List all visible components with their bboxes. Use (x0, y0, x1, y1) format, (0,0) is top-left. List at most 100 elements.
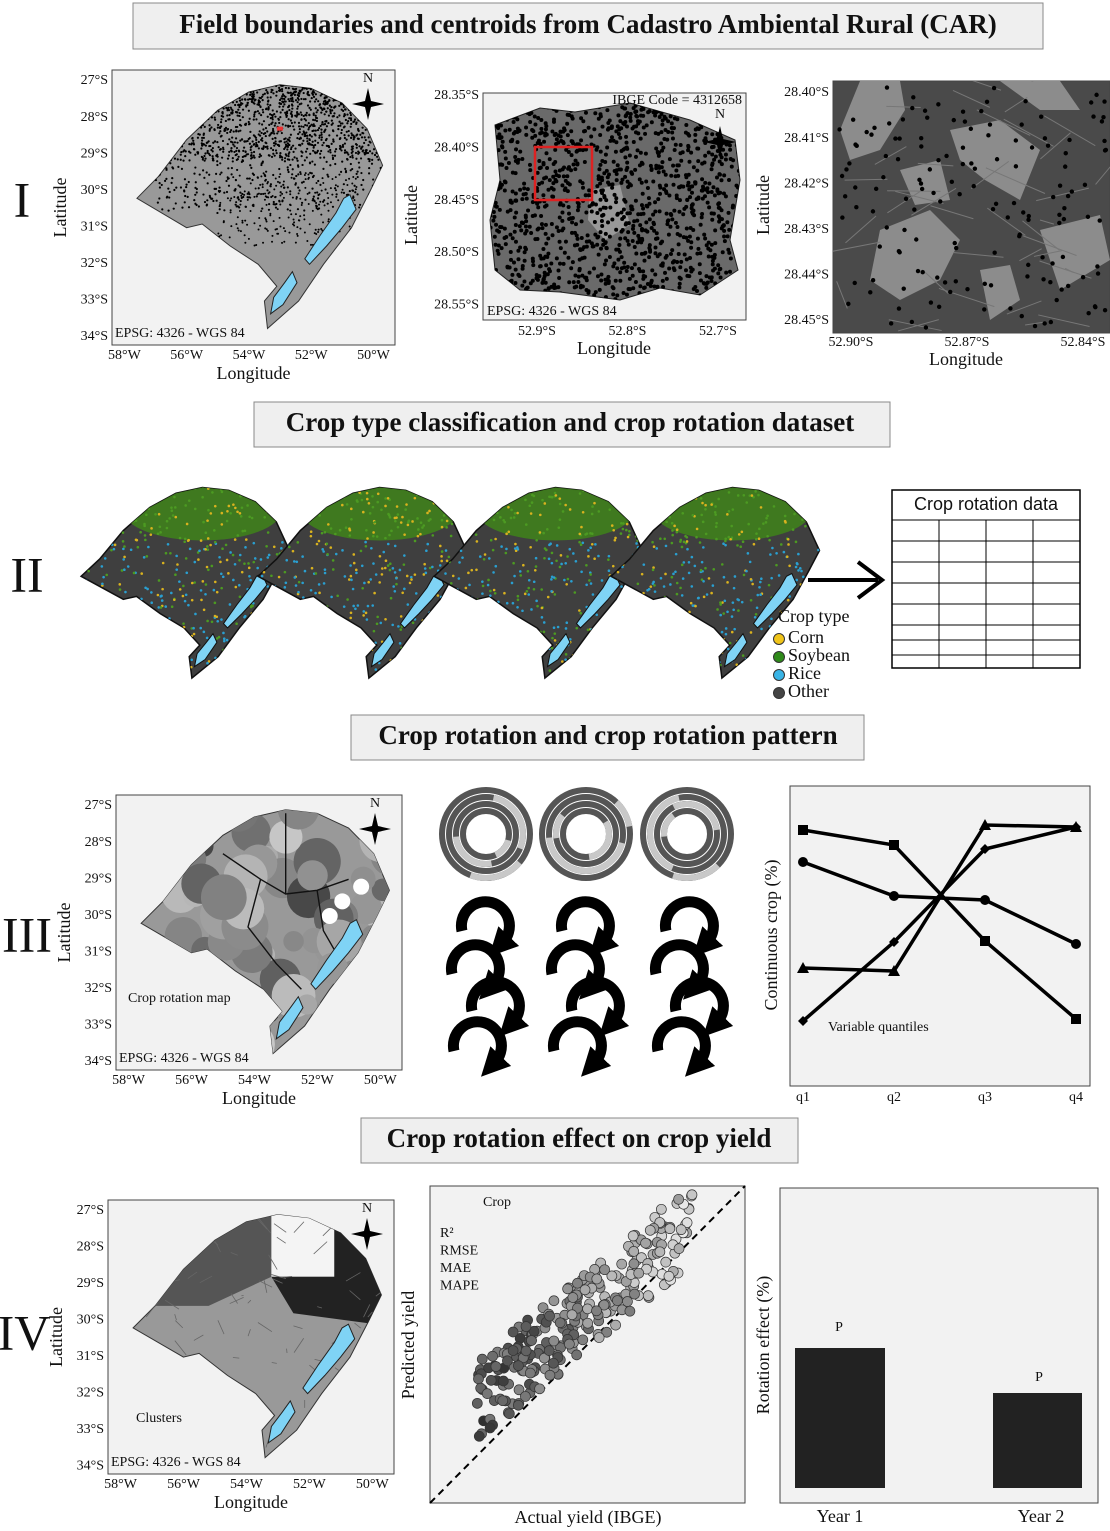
field-centroid (165, 169, 167, 171)
crop-pixel (417, 535, 420, 538)
field-centroid (632, 231, 636, 235)
crop-pixel (157, 532, 160, 535)
crop-pixel (304, 570, 307, 573)
field-centroid (625, 145, 629, 149)
field-centroid (560, 219, 564, 223)
field-centroid (233, 145, 235, 147)
x-tick-label: 52.87°S (945, 335, 990, 350)
crop-pixel (422, 492, 425, 495)
field-centroid (285, 153, 287, 155)
field-centroid (288, 151, 290, 153)
crop-pixel (108, 662, 111, 665)
field-centroid (608, 119, 612, 123)
field-centroid (300, 173, 302, 175)
field-centroid (608, 255, 612, 259)
crop-pixel (274, 648, 277, 651)
field-centroid (234, 190, 236, 192)
crop-pixel (452, 631, 455, 634)
field-centroid (296, 233, 298, 235)
field-centroid (262, 186, 264, 188)
crop-pixel (367, 605, 370, 608)
field-centroid (318, 127, 320, 129)
crop-pixel (226, 520, 229, 523)
field-centroid (625, 141, 629, 145)
field-centroid (292, 197, 294, 199)
crop-pixel (146, 505, 149, 508)
field-centroid (262, 193, 264, 195)
field-centroid (280, 103, 282, 105)
field-centroid (262, 109, 264, 111)
field-centroid (600, 224, 604, 228)
crop-pixel (299, 653, 302, 656)
crop-pixel (276, 553, 279, 556)
field-centroid (279, 217, 281, 219)
crop-pixel (308, 509, 311, 512)
crop-pixel (270, 636, 273, 639)
crop-pixel (279, 493, 282, 496)
field-centroid (325, 139, 327, 141)
field-centroid (368, 167, 370, 169)
crop-pixel (302, 596, 305, 599)
field-centroid (225, 120, 227, 122)
field-centroid (315, 107, 317, 109)
field-centroid (258, 100, 260, 102)
field-centroid (272, 109, 274, 111)
field-centroid (358, 166, 360, 168)
field-centroid (276, 91, 278, 93)
crop-pixel (272, 639, 275, 642)
field-centroid (327, 122, 329, 124)
field-centroid (346, 184, 348, 186)
field-centroid (292, 151, 294, 153)
crop-pixel (437, 594, 440, 597)
field-centroid (197, 152, 199, 154)
field-centroid (1040, 255, 1044, 259)
crop-pixel (262, 499, 265, 502)
field-centroid (517, 274, 521, 278)
field-centroid (618, 270, 622, 274)
field-centroid (371, 159, 373, 161)
field-centroid (180, 186, 182, 188)
field-centroid (708, 248, 712, 252)
crop-pixel (269, 656, 272, 659)
field-centroid (902, 286, 906, 290)
field-centroid (1033, 324, 1037, 328)
field-centroid (519, 228, 523, 232)
field-centroid (307, 178, 309, 180)
crop-pixel (176, 563, 179, 566)
field-centroid (710, 167, 714, 171)
field-centroid (267, 116, 269, 118)
field-centroid (258, 228, 260, 230)
crop-pixel (215, 615, 218, 618)
crop-pixel (376, 501, 379, 504)
field-centroid (231, 136, 233, 138)
field-centroid (185, 186, 187, 188)
crop-pixel (339, 529, 342, 532)
x-tick-label: Year 1 (817, 1506, 864, 1526)
field-centroid (599, 247, 603, 251)
field-centroid (275, 206, 277, 208)
crop-pixel (239, 554, 242, 557)
field-centroid (287, 155, 289, 157)
field-centroid (678, 233, 682, 237)
field-centroid (219, 173, 221, 175)
crop-pixel (314, 592, 317, 595)
field-centroid (332, 154, 334, 156)
crop-pixel (292, 550, 295, 553)
crop-pixel (450, 535, 453, 538)
field-centroid (290, 204, 292, 206)
field-centroid (644, 152, 648, 156)
field-centroid (719, 276, 723, 280)
crop-pixel (214, 505, 217, 508)
crop-pixel (193, 581, 196, 584)
crop-pixel (388, 534, 391, 537)
crop-pixel (426, 543, 429, 546)
crop-pixel (238, 584, 241, 587)
field-centroid (310, 244, 312, 246)
crop-pixel (143, 506, 146, 509)
field-centroid (598, 288, 602, 292)
crop-pixel (428, 510, 431, 513)
field-centroid (281, 193, 283, 195)
crop-pixel (355, 572, 358, 575)
field-centroid (512, 260, 516, 264)
field-centroid (936, 102, 940, 106)
